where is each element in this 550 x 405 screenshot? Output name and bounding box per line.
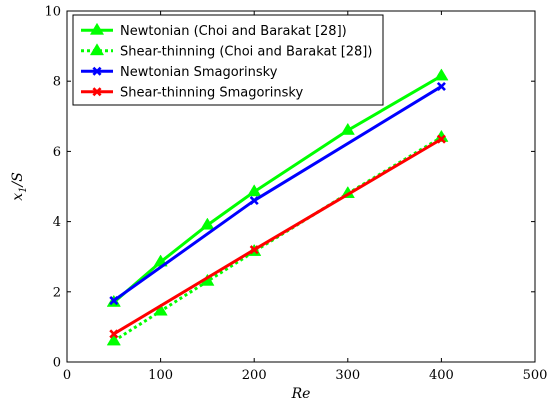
- legend-entry: Newtonian Smagorinsky: [81, 65, 278, 80]
- series-line: [112, 74, 443, 304]
- x-tick-label: 0: [63, 368, 71, 383]
- legend-entry: Shear-thinning Smagorinsky: [81, 85, 303, 100]
- plot-frame: [66, 10, 536, 363]
- plot-marks: [106, 68, 449, 346]
- data-point: [436, 81, 446, 91]
- series-2: [106, 129, 449, 346]
- x-axis-label: Re: [291, 386, 311, 402]
- data-point: [153, 303, 168, 316]
- y-tick-label: 2: [53, 285, 61, 300]
- x-tick-label: 100: [148, 368, 173, 383]
- y-tick-label: 4: [53, 215, 61, 230]
- y-axis-label-main: x: [10, 193, 26, 201]
- axis-ticks: 0 100 200 300 400 500 0 2 4 6 8 10: [44, 5, 547, 384]
- data-point: [109, 296, 119, 306]
- data-point: [436, 134, 446, 144]
- x-tick-label: 400: [429, 368, 454, 383]
- legend-label: Newtonian (Choi and Barakat [28]): [120, 24, 347, 39]
- legend: Newtonian (Choi and Barakat [28]) Shear-t…: [72, 14, 384, 106]
- data-point: [340, 122, 355, 135]
- y-tick-label: 0: [53, 356, 61, 371]
- legend-box: [72, 14, 384, 106]
- x-tick-label: 500: [523, 368, 548, 383]
- series-4: [109, 134, 446, 339]
- series-line: [112, 85, 443, 302]
- legend-entry: Newtonian (Choi and Barakat [28]): [81, 22, 347, 39]
- data-point: [249, 196, 259, 206]
- data-point: [106, 333, 121, 346]
- x-tick-label: 300: [335, 368, 360, 383]
- data-point: [247, 184, 262, 197]
- data-point: [249, 245, 259, 255]
- legend-marker: [89, 43, 105, 56]
- legend-label: Shear-thinning (Choi and Barakat [28]): [120, 44, 372, 59]
- series-3: [109, 81, 446, 306]
- series-line: [113, 137, 443, 336]
- y-axis-label-tail: /S: [10, 172, 26, 188]
- legend-label: Shear-thinning Smagorinsky: [120, 85, 303, 100]
- legend-marker: [89, 22, 105, 35]
- y-axis-label-subscript: 1: [18, 187, 29, 193]
- y-tick-label: 6: [53, 145, 61, 160]
- data-point: [434, 68, 449, 81]
- y-axis-label: x1/S: [10, 172, 29, 201]
- y-tick-label: 10: [44, 5, 61, 20]
- legend-label: Newtonian Smagorinsky: [120, 65, 278, 80]
- data-point: [109, 329, 119, 339]
- y-tick-label: 8: [53, 75, 61, 90]
- data-point: [200, 217, 215, 230]
- legend-marker: [92, 66, 102, 76]
- legend-entry: Shear-thinning (Choi and Barakat [28]): [81, 43, 372, 59]
- legend-marker: [92, 87, 102, 97]
- x-tick-label: 200: [242, 368, 267, 383]
